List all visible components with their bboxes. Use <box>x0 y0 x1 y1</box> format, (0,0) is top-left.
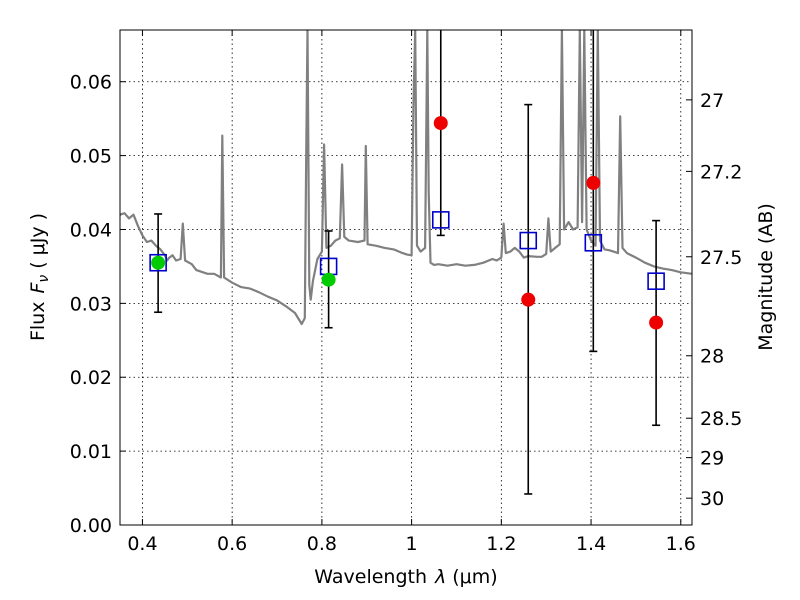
x-tick-label: 1.4 <box>576 533 606 555</box>
observed-photometry-point <box>649 315 664 330</box>
observed-photometry-point <box>521 292 536 307</box>
y2-tick-label: 28.5 <box>700 408 742 430</box>
y2-axis-label: Magnitude (AB) <box>755 203 777 351</box>
grid-lines <box>120 30 692 526</box>
model-spectrum-line <box>120 30 692 326</box>
y-axis-label-text: Flux <box>27 302 49 342</box>
observed-photometry-point <box>151 255 166 270</box>
y-tick-label: 0.04 <box>70 219 112 241</box>
observed-photometry-point <box>321 272 336 287</box>
x-tick-label: 0.8 <box>307 533 337 555</box>
y-tick-label: 0.01 <box>70 441 112 463</box>
model-photometry-square <box>149 253 167 272</box>
y-axis-label-subscript: ν <box>36 275 52 283</box>
y2-tick-label: 27.2 <box>700 161 742 183</box>
x-tick-label: 1 <box>406 533 418 555</box>
y-tick-label: 0.00 <box>70 515 112 537</box>
x-tick-label: 0.4 <box>127 533 157 555</box>
x-tick-label: 0.6 <box>217 533 247 555</box>
x-tick-label: 1.2 <box>486 533 516 555</box>
data-marks <box>120 30 692 326</box>
data-points <box>149 116 665 330</box>
y-tick-label: 0.05 <box>70 146 112 168</box>
x-axis-label-text: Wavelength <box>314 566 427 588</box>
observed-photometry-point <box>586 175 601 190</box>
y2-tick-label: 30 <box>700 488 724 510</box>
observed-photometry-point <box>433 116 448 131</box>
y-tick-label: 0.03 <box>70 293 112 315</box>
x-tick-label: 1.6 <box>666 533 696 555</box>
y2-tick-label: 28 <box>700 346 724 368</box>
x-axis-label-symbol: λ <box>434 566 446 588</box>
y-axis-label: Flux Fν ( μJy ) <box>27 213 52 341</box>
y2-tick-label: 27 <box>700 90 724 112</box>
model-photometry-square <box>519 231 538 250</box>
y-tick-label: 0.02 <box>70 367 112 389</box>
y2-tick-label: 27.5 <box>700 247 742 269</box>
axes: 0.4 0.6 0.8 1 1.2 1.4 1.6 0.00 0.01 0.02 0.03 0.04 0… <box>70 30 742 555</box>
y2-tick-label: 29 <box>700 448 724 470</box>
y-tick-label: 0.06 <box>70 72 112 94</box>
x-axis-label: Wavelength λ (μm) <box>314 566 497 588</box>
model-photometry-square <box>647 272 665 290</box>
model-photometry-square <box>584 233 603 252</box>
y-axis-label-symbol: F <box>27 282 49 294</box>
y-axis-label-unit: ( μJy ) <box>27 213 49 269</box>
x-axis-label-unit: (μm) <box>452 566 497 588</box>
model-photometry-square <box>431 211 450 229</box>
plot-frame <box>119 29 693 526</box>
